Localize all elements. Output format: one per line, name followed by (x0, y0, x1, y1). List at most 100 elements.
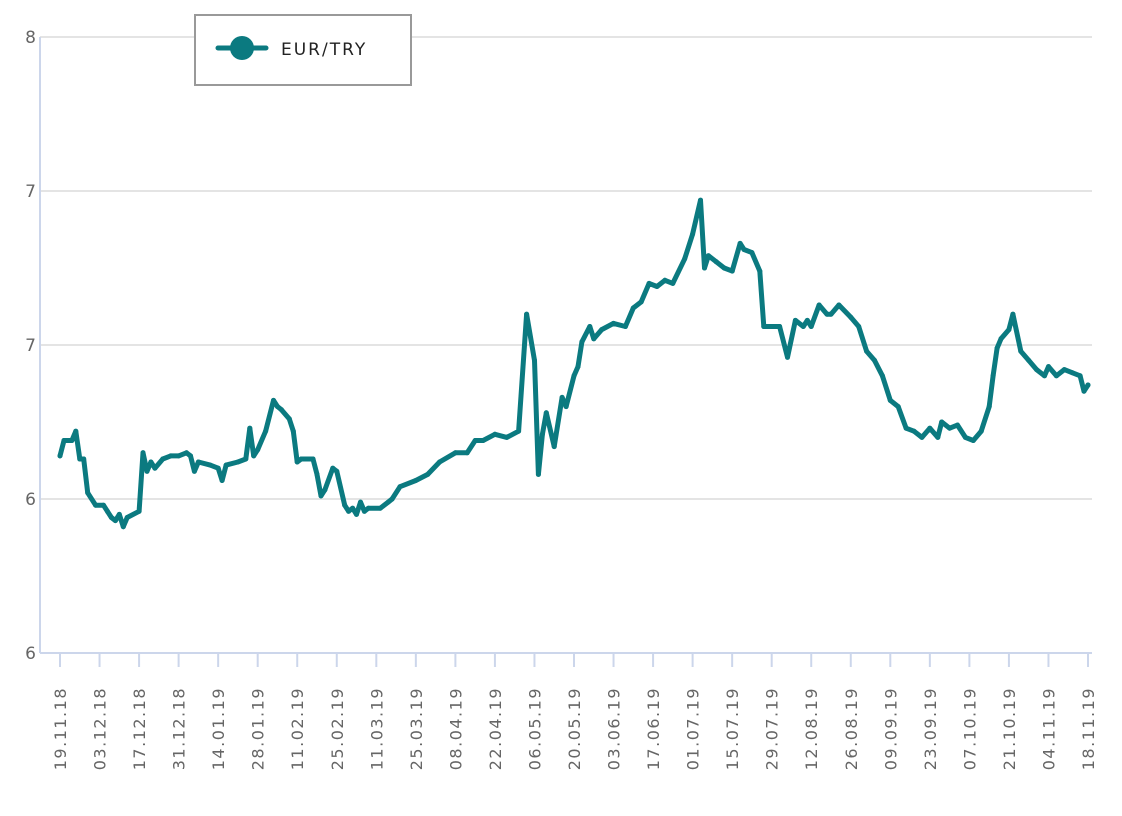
data-point-0-44 (310, 456, 316, 462)
data-point-0-118 (856, 324, 862, 329)
data-point-0-45 (314, 471, 320, 477)
data-point-0-133 (970, 438, 976, 443)
data-point-0-65 (464, 450, 470, 456)
data-point-0-145 (1046, 364, 1051, 370)
y-tick-label-2: 7 (25, 336, 36, 356)
data-point-0-142 (1026, 357, 1032, 363)
y-tick-label-4: 8 (25, 28, 36, 48)
data-point-0-27 (207, 462, 213, 468)
data-point-0-43 (298, 456, 304, 462)
x-tick-label-0: 19.11.18 (51, 687, 70, 770)
data-point-0-136 (990, 373, 996, 379)
data-point-0-103 (749, 250, 755, 256)
data-point-0-109 (792, 317, 798, 323)
y-tick-label-0: 6 (25, 644, 36, 664)
data-point-0-40 (286, 416, 292, 422)
data-point-0-147 (1061, 367, 1067, 373)
data-point-0-125 (911, 428, 917, 434)
data-point-0-111 (804, 317, 810, 323)
y-axis-tick-labels: 6 6 7 7 8 (25, 28, 36, 664)
data-point-0-94 (690, 231, 696, 237)
data-point-0-77 (559, 394, 565, 400)
data-point-0-91 (662, 277, 668, 283)
data-point-0-112 (808, 324, 814, 329)
x-tick-label-6: 11.02.19 (288, 687, 307, 770)
data-point-0-2 (69, 438, 75, 443)
data-point-0-144 (1042, 373, 1047, 379)
data-point-0-76 (551, 444, 557, 450)
data-point-0-18 (148, 459, 154, 465)
data-point-0-102 (741, 247, 747, 252)
data-point-0-62 (425, 471, 431, 477)
data-point-0-30 (223, 462, 229, 468)
legend-label[interactable]: EUR/TRY (281, 40, 367, 60)
data-point-0-135 (986, 404, 992, 410)
x-tick-label-2: 17.12.18 (130, 687, 149, 770)
x-tick-label-23: 07.10.19 (960, 687, 979, 770)
data-point-0-113 (816, 302, 822, 308)
data-point-0-110 (800, 324, 806, 329)
data-point-0-67 (480, 438, 486, 443)
data-point-0-151 (1085, 382, 1091, 388)
data-point-0-143 (1034, 367, 1040, 373)
data-point-0-34 (251, 453, 257, 459)
data-point-0-16 (140, 450, 146, 456)
data-point-0-71 (524, 311, 530, 317)
data-point-0-141 (1018, 348, 1024, 354)
data-point-0-51 (346, 508, 352, 514)
data-point-0-134 (978, 428, 984, 434)
data-point-0-90 (654, 284, 660, 289)
x-tick-label-8: 11.03.19 (367, 687, 386, 770)
data-point-0-132 (962, 434, 968, 440)
data-point-0-119 (864, 348, 870, 354)
x-tick-label-22: 23.09.19 (921, 687, 940, 770)
data-point-0-47 (322, 487, 328, 493)
data-point-0-95 (698, 197, 703, 203)
data-point-0-72 (532, 357, 537, 363)
data-point-0-108 (785, 354, 790, 360)
data-point-0-41 (290, 428, 296, 434)
data-point-0-89 (646, 280, 652, 286)
data-point-0-4 (77, 456, 83, 462)
data-point-0-38 (275, 404, 280, 410)
data-point-0-52 (350, 505, 356, 511)
data-point-0-104 (757, 268, 763, 274)
data-point-0-106 (769, 324, 775, 329)
data-point-0-128 (935, 434, 941, 440)
data-point-0-35 (255, 447, 261, 453)
data-point-0-59 (389, 496, 395, 502)
data-point-0-1 (61, 438, 67, 443)
data-point-0-48 (330, 465, 336, 471)
data-point-0-101 (737, 240, 743, 246)
x-tick-label-3: 31.12.18 (170, 687, 189, 770)
data-point-0-10 (108, 515, 114, 520)
data-point-0-78 (563, 404, 569, 410)
data-point-0-116 (836, 302, 842, 308)
data-point-0-140 (1010, 311, 1016, 317)
data-point-0-86 (622, 324, 628, 329)
data-point-0-15 (136, 508, 142, 514)
legend[interactable]: EUR/TRY (194, 14, 412, 86)
line-circle-marker-icon (215, 36, 269, 60)
data-point-0-74 (539, 431, 545, 437)
x-tick-label-7: 25.02.19 (328, 687, 347, 770)
data-point-0-88 (638, 299, 644, 305)
data-point-0-123 (895, 404, 901, 410)
data-point-0-96 (702, 265, 707, 271)
data-point-0-127 (927, 425, 933, 431)
data-point-0-22 (176, 453, 182, 459)
data-point-0-14 (124, 515, 130, 520)
data-point-0-148 (1069, 370, 1075, 376)
data-point-0-32 (243, 456, 249, 462)
data-point-0-93 (682, 256, 688, 262)
data-point-0-57 (377, 505, 383, 511)
data-point-0-54 (358, 499, 363, 505)
data-point-0-42 (294, 459, 300, 465)
data-point-0-80 (575, 364, 581, 370)
data-point-0-56 (365, 505, 371, 511)
data-point-0-98 (713, 259, 719, 265)
data-point-0-137 (994, 345, 1000, 351)
y-tick-label-3: 7 (25, 182, 36, 202)
